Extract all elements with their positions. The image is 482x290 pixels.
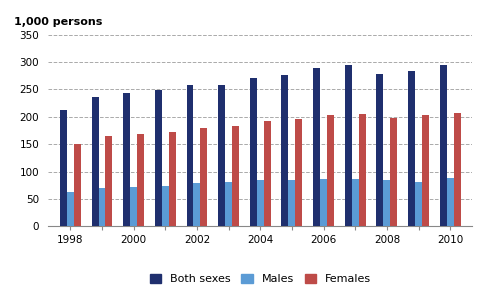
Bar: [92, 97, 98, 226]
Bar: [123, 93, 130, 226]
Bar: [383, 180, 390, 226]
Bar: [155, 90, 162, 226]
Bar: [193, 183, 201, 226]
Bar: [162, 186, 169, 226]
Bar: [415, 182, 422, 226]
Bar: [257, 180, 264, 226]
Bar: [225, 182, 232, 226]
Bar: [320, 179, 327, 226]
Bar: [60, 110, 67, 226]
Bar: [345, 66, 352, 226]
Bar: [218, 85, 225, 226]
Bar: [264, 121, 271, 226]
Bar: [98, 188, 106, 226]
Bar: [201, 128, 207, 226]
Bar: [106, 136, 112, 226]
Bar: [288, 180, 295, 226]
Bar: [440, 65, 447, 226]
Legend: Both sexes, Males, Females: Both sexes, Males, Females: [150, 274, 371, 284]
Bar: [352, 179, 359, 226]
Bar: [67, 192, 74, 226]
Bar: [454, 113, 461, 226]
Bar: [232, 126, 239, 226]
Bar: [169, 132, 176, 226]
Bar: [137, 134, 144, 226]
Text: 1,000 persons: 1,000 persons: [14, 17, 103, 27]
Bar: [187, 85, 193, 226]
Bar: [281, 75, 288, 226]
Bar: [327, 115, 334, 226]
Bar: [130, 187, 137, 226]
Bar: [359, 114, 366, 226]
Bar: [390, 119, 397, 226]
Bar: [74, 144, 81, 226]
Bar: [408, 71, 415, 226]
Bar: [447, 178, 454, 226]
Bar: [295, 119, 302, 226]
Bar: [376, 74, 383, 226]
Bar: [313, 68, 320, 226]
Bar: [422, 115, 429, 226]
Bar: [250, 78, 257, 226]
